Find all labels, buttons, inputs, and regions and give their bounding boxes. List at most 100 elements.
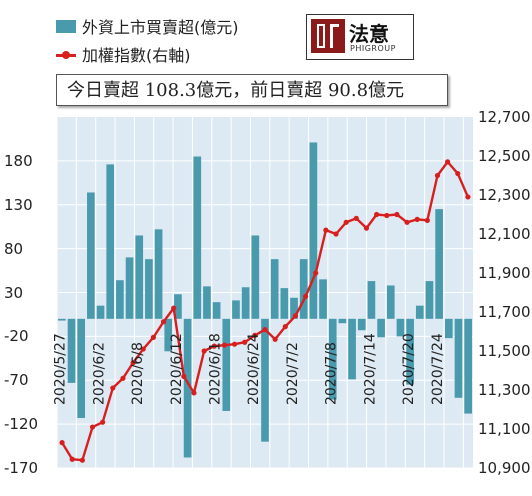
y-left-tick-label: 180 xyxy=(4,151,33,170)
y-left-tick-label: -70 xyxy=(4,371,29,390)
line-point xyxy=(302,293,309,299)
bar xyxy=(415,305,424,319)
x-tick-label: 2020/6/12 xyxy=(169,333,185,405)
bar-series xyxy=(58,142,472,458)
company-logo: 法意 PHIGROUP xyxy=(306,14,414,60)
legend-bar-label: 外資上市買賣超(億元) xyxy=(82,18,239,37)
bar xyxy=(145,259,153,319)
bar xyxy=(290,297,298,319)
bar xyxy=(203,286,211,319)
gridlines xyxy=(56,117,473,469)
bar xyxy=(241,287,250,319)
bar xyxy=(116,280,124,319)
x-axis-labels: 2020/5/27 2020/6/2 2020/6/8 2020/6/12 2020/6… xyxy=(53,333,446,405)
y-right-tick-label: 11,100 xyxy=(478,420,531,438)
bar xyxy=(280,288,289,319)
bar xyxy=(309,142,318,319)
line-point xyxy=(434,172,441,179)
bar xyxy=(222,318,231,411)
line-point xyxy=(455,170,461,177)
line-point xyxy=(374,211,380,218)
legend-item-line: 加權指數(右軸) xyxy=(56,42,191,66)
logo-name: 法意 xyxy=(349,22,389,46)
line-point xyxy=(100,419,106,425)
y-right-tick-label: 11,300 xyxy=(478,381,531,399)
line-point xyxy=(59,440,65,446)
y-right-tick-label: 11,900 xyxy=(478,264,531,282)
line-point xyxy=(160,319,167,325)
x-tick-label: 2020/6/8 xyxy=(130,342,146,405)
x-tick-label: 2020/7/14 xyxy=(362,333,378,405)
line-point xyxy=(445,159,451,165)
line-point xyxy=(465,194,471,200)
bar xyxy=(348,318,356,380)
bar xyxy=(338,318,347,324)
legend-line-label: 加權指數(右軸) xyxy=(82,46,191,65)
line-point xyxy=(211,343,217,349)
y-right-tick-label: 12,700 xyxy=(478,108,531,126)
bar xyxy=(367,281,376,319)
bar xyxy=(406,318,414,385)
line-point xyxy=(130,360,136,366)
bar xyxy=(464,318,472,414)
bar xyxy=(251,235,260,319)
y-right-tick-label: 11,500 xyxy=(478,342,531,360)
bar xyxy=(77,318,86,418)
line-point xyxy=(384,212,390,219)
bar xyxy=(154,229,163,319)
x-tick-label: 2020/7/2 xyxy=(285,342,301,405)
line-point xyxy=(89,424,96,430)
bar xyxy=(261,318,269,442)
logo-mark-icon xyxy=(311,19,345,53)
bar xyxy=(425,281,434,319)
bar xyxy=(183,318,192,458)
bar xyxy=(96,305,105,319)
line-point xyxy=(150,334,156,340)
x-tick-label: 2020/6/24 xyxy=(246,333,262,405)
bar xyxy=(212,302,221,319)
line-point xyxy=(252,332,258,338)
y-left-tick-label: -170 xyxy=(4,459,39,477)
line-point xyxy=(313,270,319,276)
bar xyxy=(377,318,385,338)
bar xyxy=(135,235,144,319)
y-right-tick-label: 12,500 xyxy=(478,147,531,165)
line-point xyxy=(343,219,349,225)
bar xyxy=(164,318,173,352)
bar xyxy=(125,257,134,319)
bar xyxy=(454,318,463,398)
summary-text: 今日賣超 108.3億元，前日賣超 90.8億元 xyxy=(56,74,448,106)
line-point xyxy=(191,390,197,396)
line-point xyxy=(140,346,146,352)
line-series xyxy=(59,159,471,463)
y-right-tick-label: 10,900 xyxy=(478,459,531,477)
bar xyxy=(328,318,337,400)
line-point xyxy=(110,385,116,391)
x-tick-label: 2020/6/2 xyxy=(91,342,107,405)
line-point xyxy=(353,215,359,221)
line-point xyxy=(262,326,268,333)
line-point xyxy=(242,339,248,345)
line-point xyxy=(201,348,207,354)
line-point xyxy=(414,216,420,222)
bar xyxy=(106,164,115,319)
bar xyxy=(87,192,95,319)
y-left-tick-label: -120 xyxy=(4,415,39,434)
bar xyxy=(396,318,405,337)
line-point xyxy=(394,211,400,218)
y-left-tick-label: 130 xyxy=(4,195,33,214)
bar xyxy=(444,318,453,339)
y-left-tick-label: 30 xyxy=(4,283,24,302)
y-right-tick-label: 11,700 xyxy=(478,303,531,321)
bar xyxy=(270,259,279,319)
line-point xyxy=(333,231,339,237)
line-point xyxy=(282,324,288,330)
bar xyxy=(435,209,443,319)
line-point xyxy=(69,456,75,462)
bar xyxy=(193,156,202,319)
line-point xyxy=(79,457,85,463)
line-point xyxy=(404,219,410,225)
x-tick-label: 2020/7/20 xyxy=(401,333,417,405)
bar xyxy=(174,294,182,319)
line-point xyxy=(292,313,299,319)
